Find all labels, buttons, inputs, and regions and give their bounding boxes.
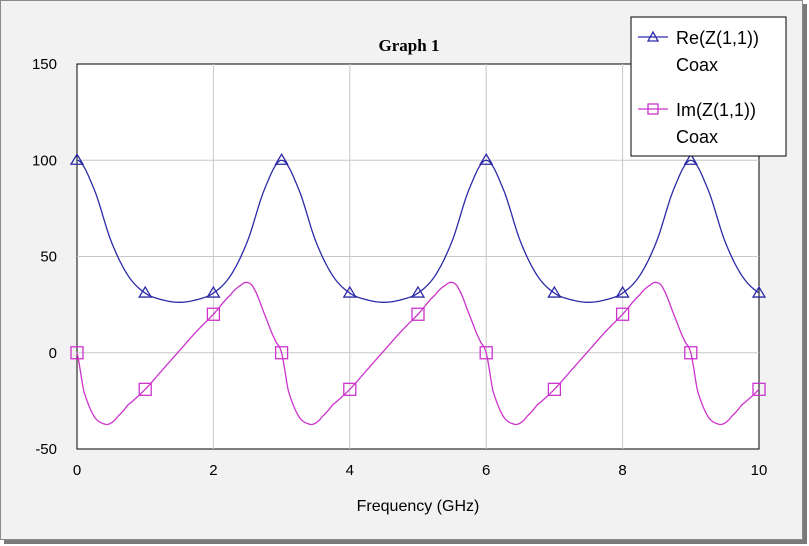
marker-triangle <box>342 285 357 298</box>
chart-title: Graph 1 <box>379 36 440 55</box>
marker-square <box>343 382 357 396</box>
y-tick-label: 100 <box>32 152 57 169</box>
marker-square <box>70 346 84 360</box>
marker-square <box>615 307 630 321</box>
tick-labels: 0 2 4 6 8 10 -50 0 50 100 150 <box>32 56 767 479</box>
grid <box>77 64 759 449</box>
y-tick-label: 0 <box>49 345 57 362</box>
marker-triangle <box>206 285 221 298</box>
marker-triangle <box>69 152 85 165</box>
marker-square <box>138 382 152 396</box>
series-layer <box>69 152 767 426</box>
x-tick-label: 2 <box>209 462 217 479</box>
legend-im-source: Coax <box>676 127 718 147</box>
marker-square <box>411 307 425 321</box>
y-tick-label: 150 <box>32 56 57 73</box>
x-tick-label: 6 <box>482 462 490 479</box>
marker-triangle <box>274 152 289 165</box>
marker-triangle <box>479 152 494 165</box>
marker-triangle <box>138 285 153 298</box>
marker-triangle <box>547 285 562 298</box>
marker-square <box>684 346 698 360</box>
marker-triangle <box>751 285 767 298</box>
marker-square <box>206 307 221 321</box>
x-tick-label: 10 <box>751 462 768 479</box>
legend-re-source: Coax <box>676 55 718 75</box>
marker-square <box>547 382 562 396</box>
series-line-im <box>76 281 760 426</box>
y-tick-label: 50 <box>40 249 57 266</box>
chart-canvas: 0 2 4 6 8 10 -50 0 50 100 150 Graph 1 Frequency (G… <box>32 16 787 515</box>
marker-square <box>274 346 289 360</box>
y-tick-label: -50 <box>35 441 57 458</box>
legend: Re(Z(1,1)) Coax Im(Z(1,1)) Coax <box>630 16 787 157</box>
marker-square <box>479 346 493 360</box>
x-axis-title: Frequency (GHz) <box>357 498 480 515</box>
x-tick-label: 4 <box>346 462 354 479</box>
marker-square <box>752 382 766 396</box>
marker-triangle <box>615 285 630 298</box>
x-tick-label: 0 <box>73 462 81 479</box>
legend-im-marker <box>647 103 659 115</box>
legend-re-label: Re(Z(1,1)) <box>676 28 759 48</box>
legend-im-label: Im(Z(1,1)) <box>676 100 756 120</box>
legend-re-marker <box>646 30 660 42</box>
marker-triangle <box>410 285 426 298</box>
x-tick-label: 8 <box>618 462 626 479</box>
marker-triangle <box>683 152 698 165</box>
series-line-re <box>76 159 760 303</box>
